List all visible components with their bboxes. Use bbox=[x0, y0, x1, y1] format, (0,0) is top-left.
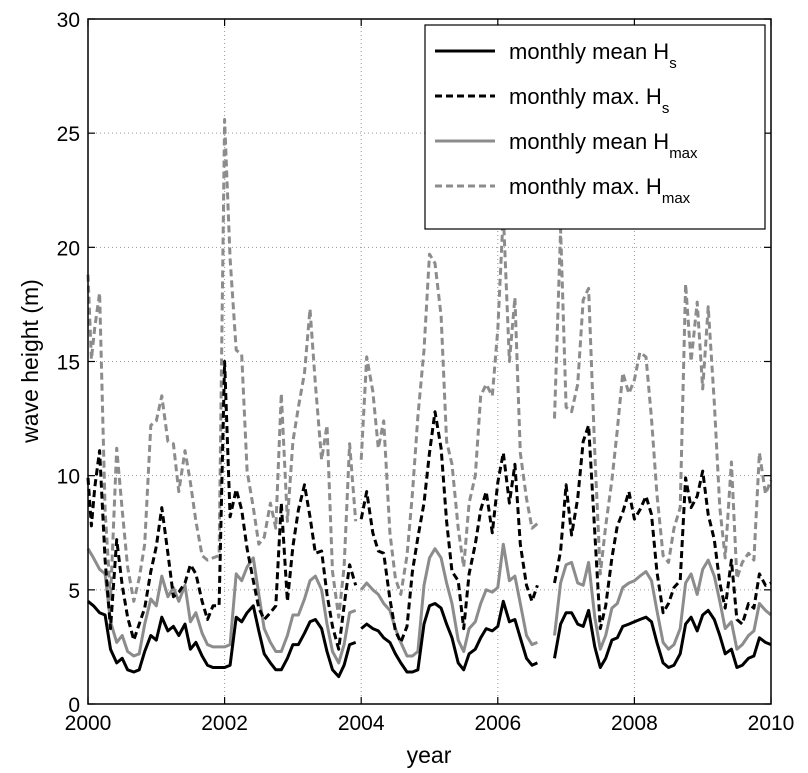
series-line-3 bbox=[86, 547, 357, 665]
y-tick-label: 5 bbox=[68, 580, 80, 603]
series-line-1 bbox=[87, 600, 357, 679]
series-line-2 bbox=[359, 410, 539, 644]
y-tick-label: 20 bbox=[57, 237, 80, 260]
series-line-4 bbox=[553, 227, 773, 580]
series-line-1 bbox=[360, 599, 538, 674]
series-line-2 bbox=[553, 423, 772, 631]
series-layer bbox=[86, 118, 773, 679]
x-tick-label: 2006 bbox=[474, 712, 521, 735]
y-tick-label: 25 bbox=[57, 123, 80, 146]
legend-entry-text: monthly max. H bbox=[509, 174, 662, 199]
x-tick-label: 2008 bbox=[611, 712, 658, 735]
series-line-4 bbox=[359, 211, 539, 596]
legend-entry-subscript: s bbox=[662, 100, 670, 117]
legend-entry-label: monthly mean Hmax bbox=[509, 129, 698, 162]
legend-entry-subscript: s bbox=[669, 55, 677, 72]
series-line-1 bbox=[553, 608, 772, 669]
legend-box bbox=[424, 24, 766, 230]
x-tick-label: 2010 bbox=[748, 712, 795, 735]
x-tick-label: 2000 bbox=[65, 712, 112, 735]
legend-entry-label: monthly max. Hmax bbox=[509, 174, 691, 207]
series-line-2 bbox=[86, 360, 358, 651]
y-tick-label: 30 bbox=[57, 9, 80, 32]
y-tick-label: 0 bbox=[68, 694, 80, 717]
legend-entry-subscript: max bbox=[662, 190, 691, 207]
x-tick-label: 2004 bbox=[338, 712, 385, 735]
legend-entry-text: monthly mean H bbox=[509, 129, 669, 154]
series-line-3 bbox=[360, 542, 538, 658]
legend-entry-label: monthly max. Hs bbox=[509, 84, 669, 117]
series-line-4 bbox=[86, 118, 358, 619]
axes: 2000 2002 2004 2006 2008 2010 0 5 10 15 20 25 30 bbox=[57, 9, 795, 735]
y-tick-label: 15 bbox=[57, 352, 80, 375]
legend-entry-subscript: max bbox=[669, 145, 698, 162]
legend-entry-label: monthly mean Hs bbox=[509, 39, 677, 72]
x-axis-label: year bbox=[407, 742, 452, 768]
legend-entry-text: monthly mean H bbox=[509, 39, 669, 64]
y-axis-label: wave height (m) bbox=[17, 279, 43, 444]
series-line-3 bbox=[553, 558, 772, 651]
x-tick-label: 2002 bbox=[201, 712, 248, 735]
y-tick-label: 10 bbox=[57, 466, 80, 489]
legend-entry-text: monthly max. H bbox=[509, 84, 662, 109]
